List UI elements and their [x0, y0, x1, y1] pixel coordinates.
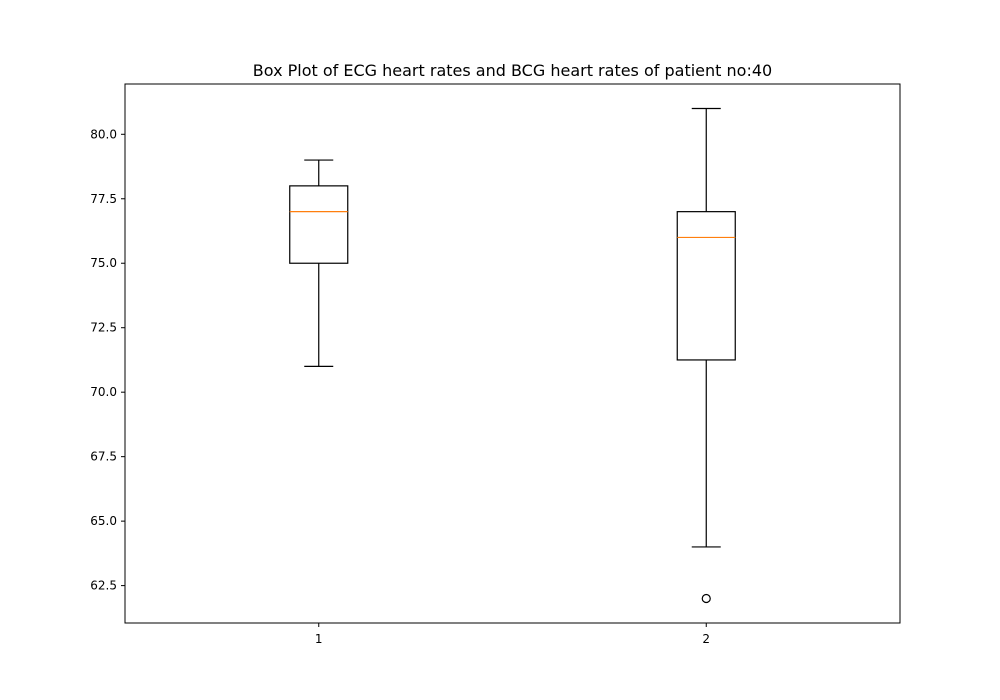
plot-marks: [289, 107, 736, 604]
outlier-point: [701, 593, 711, 604]
y-tick-label: 77.5: [90, 192, 117, 206]
y-tick-label: 67.5: [90, 450, 117, 464]
x-tick-label: 1: [315, 632, 323, 646]
box-series-2: [676, 107, 736, 604]
plot-frame: [124, 83, 901, 624]
y-tick-label: 70.0: [90, 385, 117, 399]
y-tick-label: 62.5: [90, 579, 117, 593]
y-tick-label: 80.0: [90, 127, 117, 141]
x-tick-label: 2: [702, 632, 710, 646]
y-tick-label: 75.0: [90, 256, 117, 270]
chart-title: Box Plot of ECG heart rates and BCG hear…: [253, 61, 772, 80]
y-tick-label: 65.0: [90, 514, 117, 528]
box-series-1: [289, 159, 349, 367]
box-iqr: [676, 211, 736, 361]
box-iqr: [289, 185, 349, 264]
axes: 62.5 65.0 67.5 70.0 72.5 75.0 77.5 80.0 1 2: [90, 83, 901, 646]
y-tick-label: 72.5: [90, 321, 117, 335]
